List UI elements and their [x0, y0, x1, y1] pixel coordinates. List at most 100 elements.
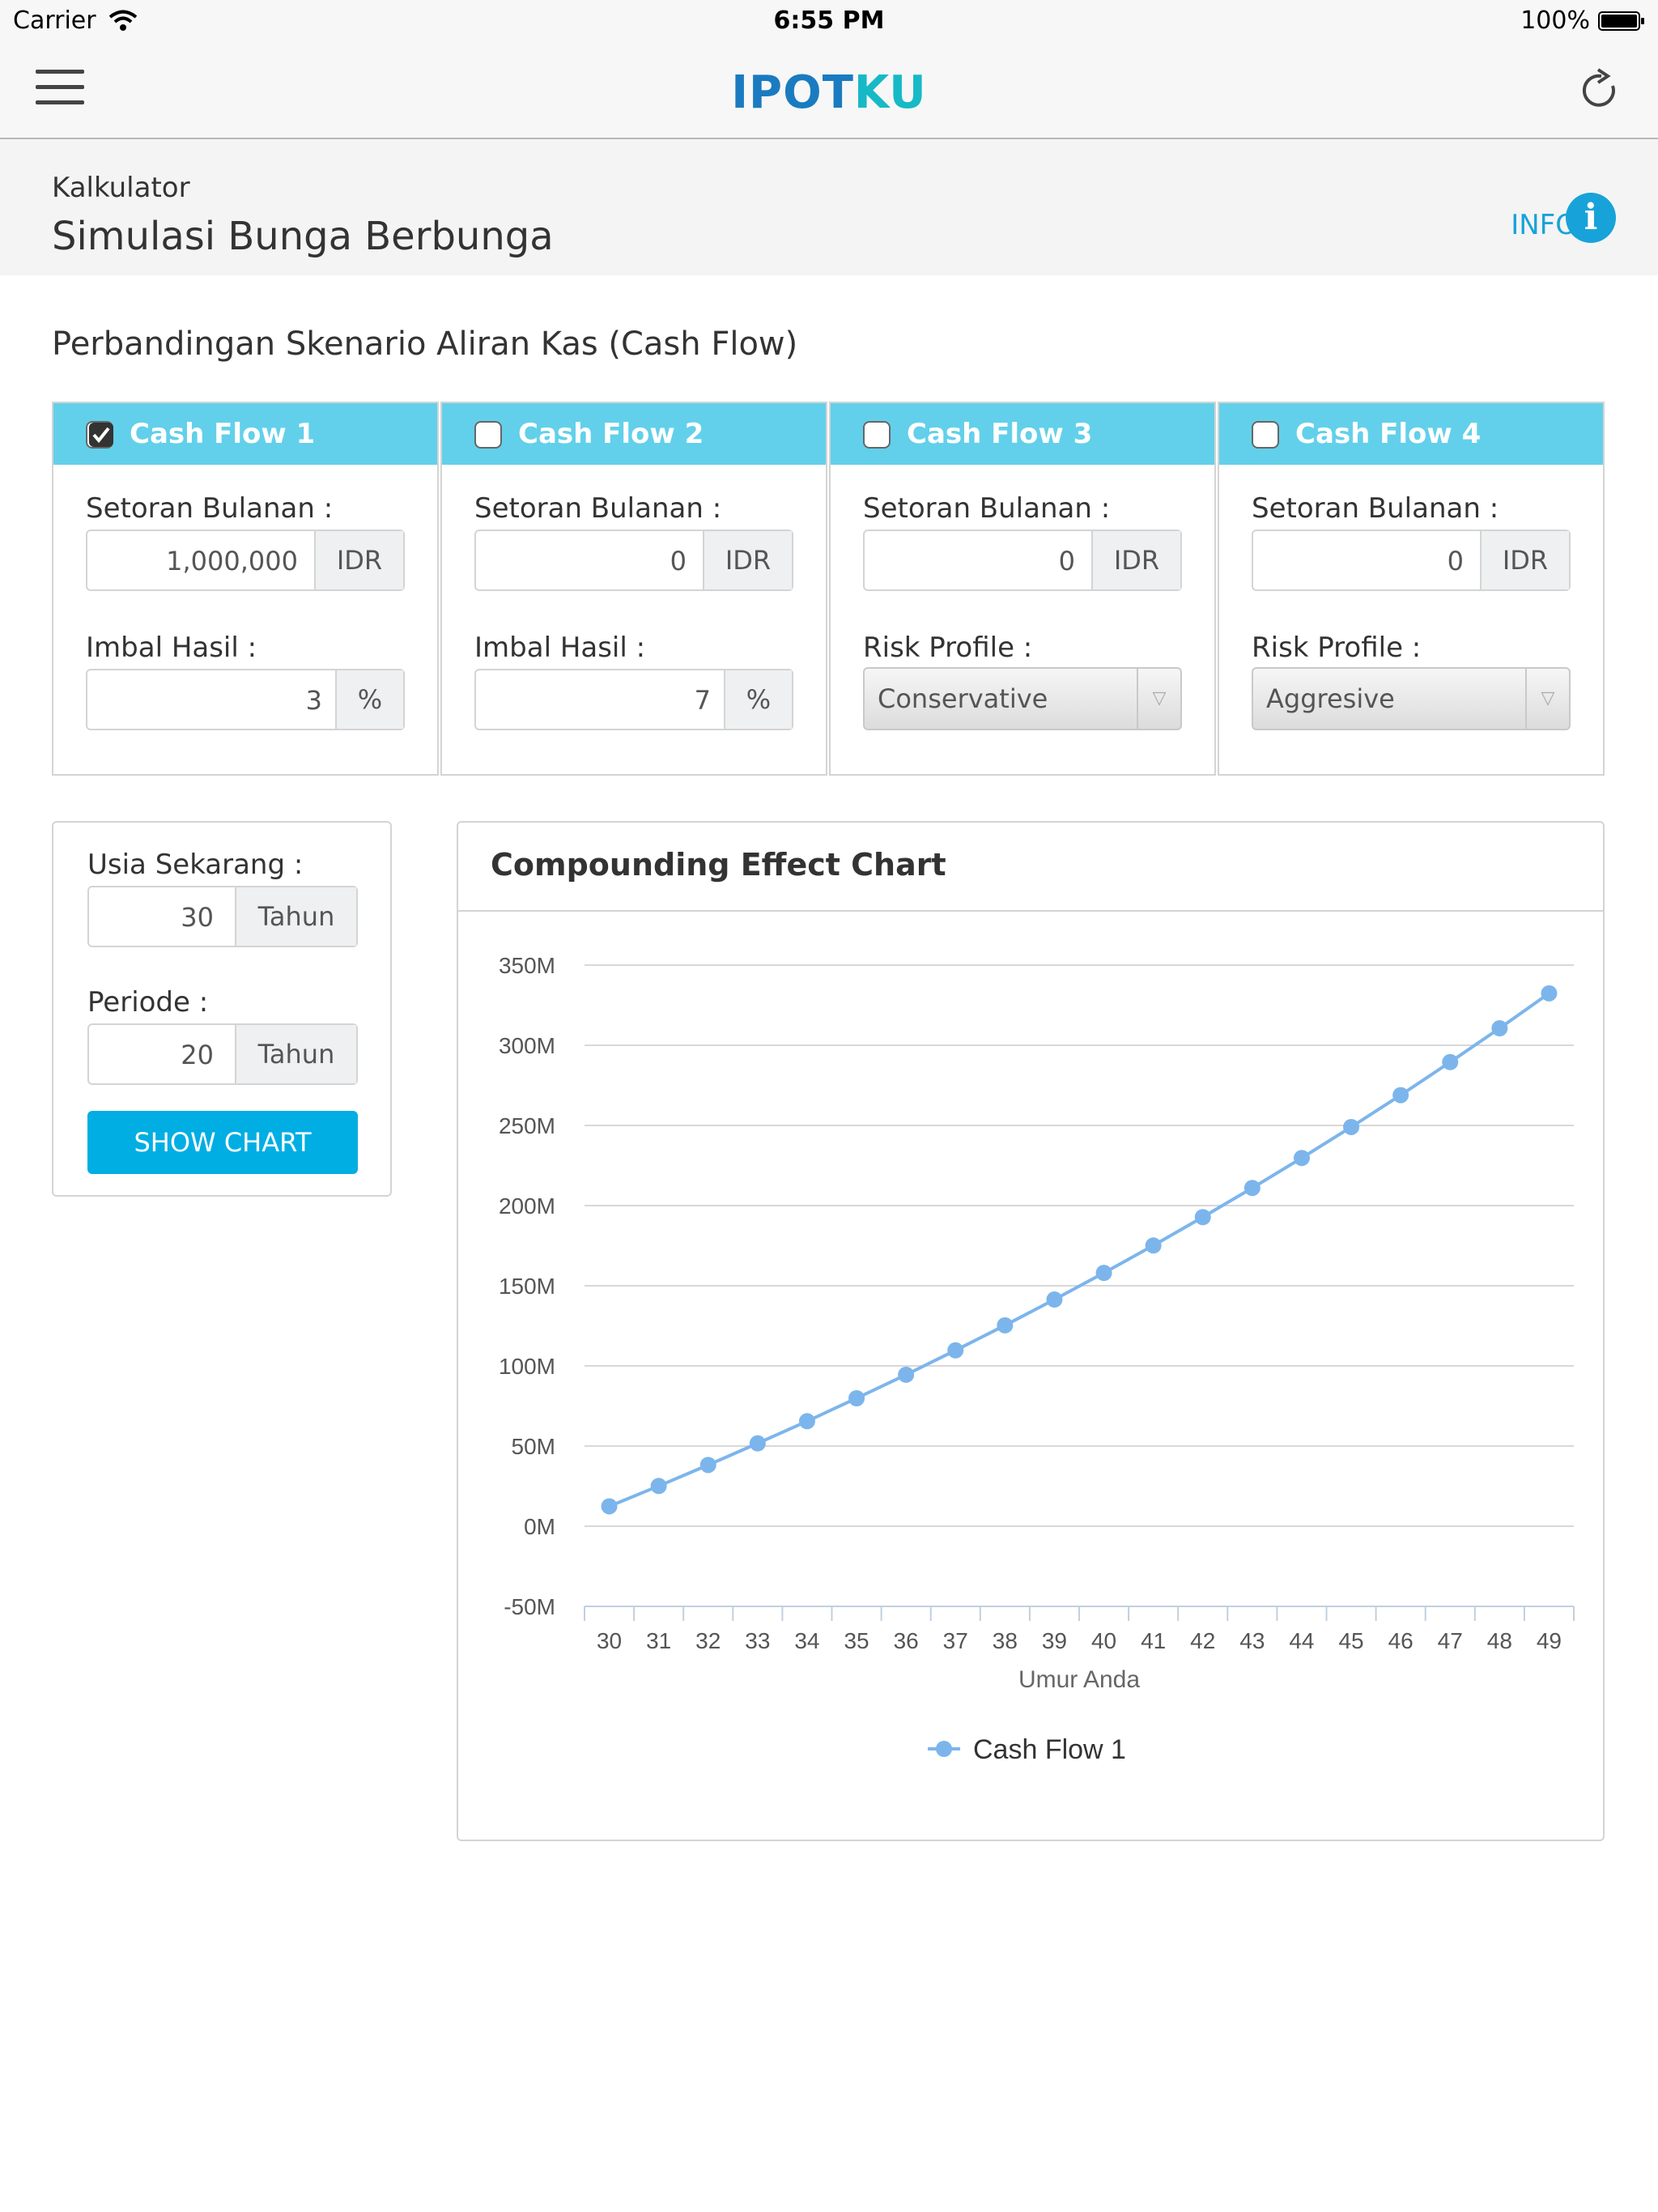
- cash-flow-1-return-input[interactable]: 3 %: [86, 669, 405, 730]
- cash-flow-title: Cash Flow 4: [1295, 418, 1482, 450]
- x-tick-label: 31: [646, 1628, 671, 1653]
- x-tick-label: 30: [597, 1628, 622, 1653]
- percent-addon: %: [724, 670, 792, 729]
- refresh-icon[interactable]: [1577, 68, 1622, 113]
- legend-label: Cash Flow 1: [973, 1734, 1126, 1765]
- data-point: [997, 1317, 1014, 1334]
- cash-flow-1-deposit-input[interactable]: 1,000,000 IDR: [86, 530, 405, 591]
- battery-percent: 100%: [1520, 6, 1590, 35]
- clock: 6:55 PM: [773, 6, 885, 35]
- x-tick-label: 41: [1141, 1628, 1166, 1653]
- x-tick-label: 44: [1289, 1628, 1314, 1653]
- data-point: [798, 1413, 815, 1430]
- data-point: [1095, 1265, 1112, 1282]
- data-point: [601, 1498, 618, 1515]
- period-value: 20: [181, 1040, 214, 1070]
- risk-profile-value: Conservative: [878, 683, 1048, 714]
- x-tick-label: 45: [1338, 1628, 1363, 1653]
- risk-profile-value: Aggresive: [1266, 683, 1395, 714]
- cash-flow-card-3: Cash Flow 3 Setoran Bulanan : 0 IDR Risk…: [829, 402, 1216, 776]
- x-tick-label: 37: [943, 1628, 968, 1653]
- chart-divider: [458, 910, 1603, 912]
- cash-flow-card-4: Cash Flow 4 Setoran Bulanan : 0 IDR Risk…: [1218, 402, 1605, 776]
- risk-profile-label: Risk Profile :: [863, 632, 1033, 664]
- y-tick-label: 350M: [499, 953, 555, 978]
- data-point: [1194, 1209, 1211, 1226]
- y-tick-label: -50M: [504, 1594, 555, 1619]
- risk-profile-label: Risk Profile :: [1252, 632, 1422, 664]
- x-tick-label: 38: [993, 1628, 1018, 1653]
- cash-flow-title: Cash Flow 3: [907, 418, 1093, 450]
- age-input[interactable]: 30 Tahun: [87, 886, 358, 947]
- cash-flow-header: Cash Flow 1: [53, 403, 437, 465]
- y-tick-label: 0M: [524, 1514, 555, 1539]
- cash-flow-2-checkbox[interactable]: [474, 421, 502, 449]
- data-point: [898, 1366, 915, 1383]
- cash-flow-4-checkbox[interactable]: [1252, 421, 1279, 449]
- data-point: [848, 1389, 865, 1406]
- cash-flow-header: Cash Flow 4: [1219, 403, 1603, 465]
- hamburger-icon[interactable]: [36, 70, 84, 107]
- carrier-label: Carrier: [13, 6, 96, 35]
- page-head: Kalkulator Simulasi Bunga Berbunga INFO …: [0, 139, 1658, 275]
- cash-flow-card-2: Cash Flow 2 Setoran Bulanan : 0 IDR Imba…: [440, 402, 827, 776]
- chart-card: Compounding Effect Chart 350M 300M 250M 200…: [457, 821, 1605, 1841]
- data-point: [1491, 1020, 1508, 1037]
- section-title: Perbandingan Skenario Aliran Kas (Cash F…: [52, 325, 798, 363]
- cash-flow-2-deposit-input[interactable]: 0 IDR: [474, 530, 793, 591]
- cash-flow-4-risk-select[interactable]: Aggresive ▽: [1252, 667, 1571, 730]
- x-tick-label: 48: [1487, 1628, 1512, 1653]
- deposit-label: Setoran Bulanan :: [1252, 492, 1499, 525]
- checkmark-icon: [89, 423, 113, 447]
- x-tick-label: 36: [894, 1628, 919, 1653]
- x-tick-label: 40: [1091, 1628, 1116, 1653]
- x-tick-label: 39: [1042, 1628, 1067, 1653]
- deposit-value: 1,000,000: [166, 546, 298, 576]
- currency-addon: IDR: [1091, 531, 1180, 589]
- cash-flow-3-deposit-input[interactable]: 0 IDR: [863, 530, 1182, 591]
- series-line: [608, 992, 1550, 1508]
- data-point: [1244, 1180, 1261, 1197]
- y-tick-label: 50M: [512, 1434, 555, 1459]
- return-value: 7: [694, 685, 711, 716]
- x-axis-label: Umur Anda: [1018, 1666, 1140, 1693]
- cash-flow-3-checkbox[interactable]: [863, 421, 891, 449]
- data-point: [1145, 1237, 1162, 1254]
- x-tick-label: 49: [1537, 1628, 1562, 1653]
- return-label: Imbal Hasil :: [86, 632, 257, 664]
- data-point: [1442, 1053, 1459, 1070]
- data-point: [1343, 1118, 1360, 1135]
- period-label: Periode :: [87, 986, 209, 1019]
- data-point: [699, 1457, 716, 1474]
- legend-marker: [936, 1741, 952, 1757]
- app-header: IPOTKU: [0, 44, 1658, 139]
- deposit-label: Setoran Bulanan :: [86, 492, 334, 525]
- chart-title: Compounding Effect Chart: [491, 847, 946, 883]
- period-input[interactable]: 20 Tahun: [87, 1023, 358, 1085]
- cash-flow-1-checkbox[interactable]: [86, 421, 113, 449]
- cash-flow-title: Cash Flow 2: [518, 418, 704, 450]
- return-label: Imbal Hasil :: [474, 632, 646, 664]
- x-tick-label: 33: [745, 1628, 770, 1653]
- x-tick-label: 46: [1388, 1628, 1414, 1653]
- age-label: Usia Sekarang :: [87, 849, 304, 881]
- cash-flow-header: Cash Flow 3: [831, 403, 1214, 465]
- age-value: 30: [181, 902, 214, 933]
- currency-addon: IDR: [314, 531, 403, 589]
- deposit-label: Setoran Bulanan :: [474, 492, 722, 525]
- data-point: [1293, 1150, 1310, 1167]
- battery-icon: [1598, 11, 1644, 31]
- cash-flow-4-deposit-input[interactable]: 0 IDR: [1252, 530, 1571, 591]
- cash-flow-2-return-input[interactable]: 7 %: [474, 669, 793, 730]
- period-unit-addon: Tahun: [235, 1025, 356, 1083]
- deposit-value: 0: [1058, 546, 1075, 576]
- deposit-label: Setoran Bulanan :: [863, 492, 1111, 525]
- cash-flow-3-risk-select[interactable]: Conservative ▽: [863, 667, 1182, 730]
- data-point: [650, 1478, 667, 1495]
- data-point: [749, 1435, 766, 1452]
- y-tick-label: 150M: [499, 1274, 555, 1299]
- deposit-value: 0: [1447, 546, 1464, 576]
- info-icon[interactable]: i: [1566, 193, 1616, 243]
- x-tick-label: 42: [1190, 1628, 1215, 1653]
- show-chart-button[interactable]: SHOW CHART: [87, 1111, 358, 1174]
